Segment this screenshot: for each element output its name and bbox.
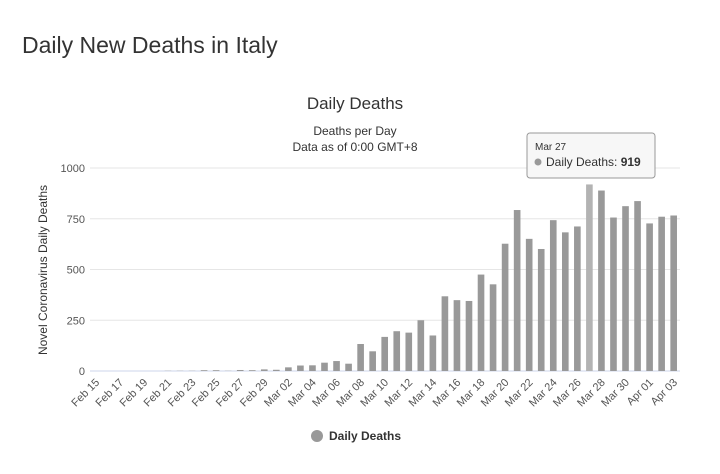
bar	[525, 238, 533, 371]
tooltip-box	[526, 132, 656, 179]
bar	[248, 370, 256, 371]
bar	[297, 365, 304, 371]
y-tick-label: 500	[67, 265, 85, 277]
bar	[598, 190, 605, 371]
page-title: Daily New Deaths in Italy	[22, 32, 278, 58]
bar	[309, 365, 316, 371]
y-tick-label: 1000	[61, 163, 85, 175]
chart-subtitle-2: Data as of 0:00 GMT+8	[292, 140, 417, 154]
bar	[453, 300, 461, 371]
bar	[333, 361, 340, 371]
bar	[260, 369, 268, 371]
bar	[465, 300, 473, 371]
tooltip-text: Daily Deaths: 919	[546, 155, 641, 169]
chart-title: Daily Deaths	[307, 94, 403, 113]
chart-subtitle-1: Deaths per Day	[313, 124, 396, 138]
tooltip-marker	[534, 158, 542, 166]
bar	[670, 215, 677, 371]
bar	[537, 248, 545, 371]
bar	[273, 369, 280, 371]
bar	[405, 332, 413, 371]
bar	[477, 274, 485, 371]
bar	[586, 184, 593, 371]
bar	[321, 362, 328, 371]
bar	[212, 370, 220, 371]
bar	[441, 296, 449, 371]
bar	[381, 336, 389, 371]
x-tick-label: Apr 03	[649, 377, 680, 408]
y-axis-label: Novel Coronavirus Daily Deaths	[36, 185, 50, 355]
bar	[658, 216, 665, 371]
bar	[562, 232, 569, 371]
bar	[236, 369, 244, 371]
bar	[574, 226, 581, 371]
tooltip-date: Mar 27	[535, 142, 567, 153]
bar	[622, 206, 629, 371]
bar	[285, 367, 292, 371]
bar	[489, 284, 497, 371]
legend-item[interactable]: Daily Deaths	[329, 429, 401, 443]
legend-marker	[311, 430, 323, 442]
bar	[646, 223, 653, 371]
y-tick-label: 750	[67, 214, 85, 226]
bar	[369, 351, 376, 371]
bar	[357, 344, 364, 371]
bar	[429, 335, 437, 371]
bar	[417, 320, 425, 371]
bar	[610, 217, 617, 371]
bar	[634, 201, 641, 371]
bar	[501, 243, 509, 371]
bar	[393, 331, 401, 371]
bar	[345, 363, 352, 371]
y-tick-label: 250	[67, 315, 85, 327]
bar	[549, 220, 557, 371]
bar	[513, 210, 521, 371]
bar	[200, 370, 208, 371]
y-tick-label: 0	[79, 366, 85, 378]
tooltip: Mar 27 Daily Deaths: 919	[526, 132, 656, 179]
